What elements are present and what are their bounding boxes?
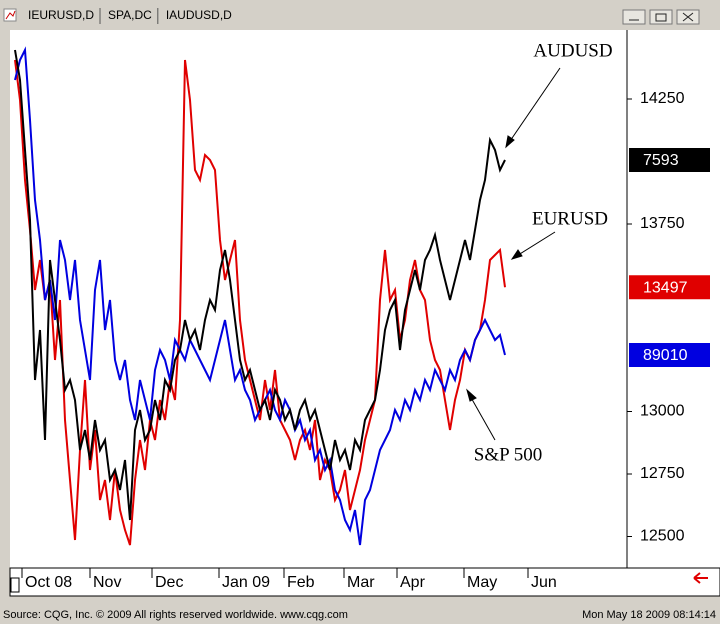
scroll-arrow[interactable]	[693, 572, 708, 584]
tab-label: IAUDUSD,D	[166, 8, 232, 22]
last-value-label: 89010	[643, 347, 688, 364]
annotation-eurusd: EURUSD	[532, 208, 608, 229]
title-bar	[0, 0, 720, 30]
arrowhead	[505, 135, 515, 149]
window-icon	[3, 8, 17, 22]
series-line	[14, 59, 506, 546]
x-tick-label: May	[467, 574, 497, 591]
footer-source: Source: CQG, Inc. © 2009 All rights rese…	[3, 609, 348, 621]
window-buttons[interactable]	[622, 9, 700, 25]
tab-label: SPA,DC	[108, 8, 152, 22]
window-button-glyphs	[629, 12, 694, 22]
x-tick-label: Jan 09	[222, 574, 270, 591]
last-value-box	[629, 148, 710, 172]
y-tick-label: 12750	[640, 465, 685, 482]
x-tick-label: Oct 08	[25, 574, 72, 591]
y-tick-label: 13750	[640, 215, 685, 232]
tab-label: IEURUSD,D	[28, 8, 94, 22]
y-tick-label: 14250	[640, 90, 685, 107]
last-value-box	[629, 343, 710, 367]
annotation-sp500: S&P 500	[474, 444, 542, 465]
plot: 12500 12750 13000 13750 14250 Oct 08 Nov Dec Jan…	[14, 46, 710, 591]
annotations: AUDUSD EURUSD S&P 500	[474, 40, 613, 465]
plot-background	[10, 30, 720, 568]
x-tick-label: Dec	[155, 574, 183, 591]
series-line	[14, 49, 506, 521]
x-tick-label: Nov	[93, 574, 121, 591]
annotation-arrows	[466, 67, 561, 441]
status-bar	[0, 602, 720, 624]
tabs: IEURUSD,D SPA,DC IAUDUSD,D	[28, 8, 232, 24]
minimize-button[interactable]	[622, 9, 646, 25]
arrowhead	[510, 249, 523, 260]
arrow	[507, 67, 561, 145]
y-tick-label: 13000	[640, 403, 685, 420]
arrow	[468, 393, 496, 441]
x-tick-label: Feb	[287, 574, 315, 591]
annotation-audusd: AUDUSD	[533, 40, 612, 61]
maximize-button[interactable]	[649, 9, 673, 25]
axis-marker	[10, 577, 20, 593]
arrowhead	[466, 388, 477, 402]
last-value-label: 13497	[643, 279, 688, 296]
last-value-label: 7593	[643, 152, 679, 169]
last-value-box	[629, 275, 710, 300]
x-tick-label: Mar	[347, 574, 375, 591]
y-tick-label: 12500	[640, 528, 685, 545]
x-tick-label: Apr	[400, 574, 426, 591]
arrow	[514, 231, 556, 258]
window-icon-glyph	[5, 10, 16, 20]
x-tick-label: Jun	[531, 574, 557, 591]
footer-timestamp: Mon May 18 2009 08:14:14	[582, 609, 716, 621]
time-axis	[9, 567, 720, 597]
